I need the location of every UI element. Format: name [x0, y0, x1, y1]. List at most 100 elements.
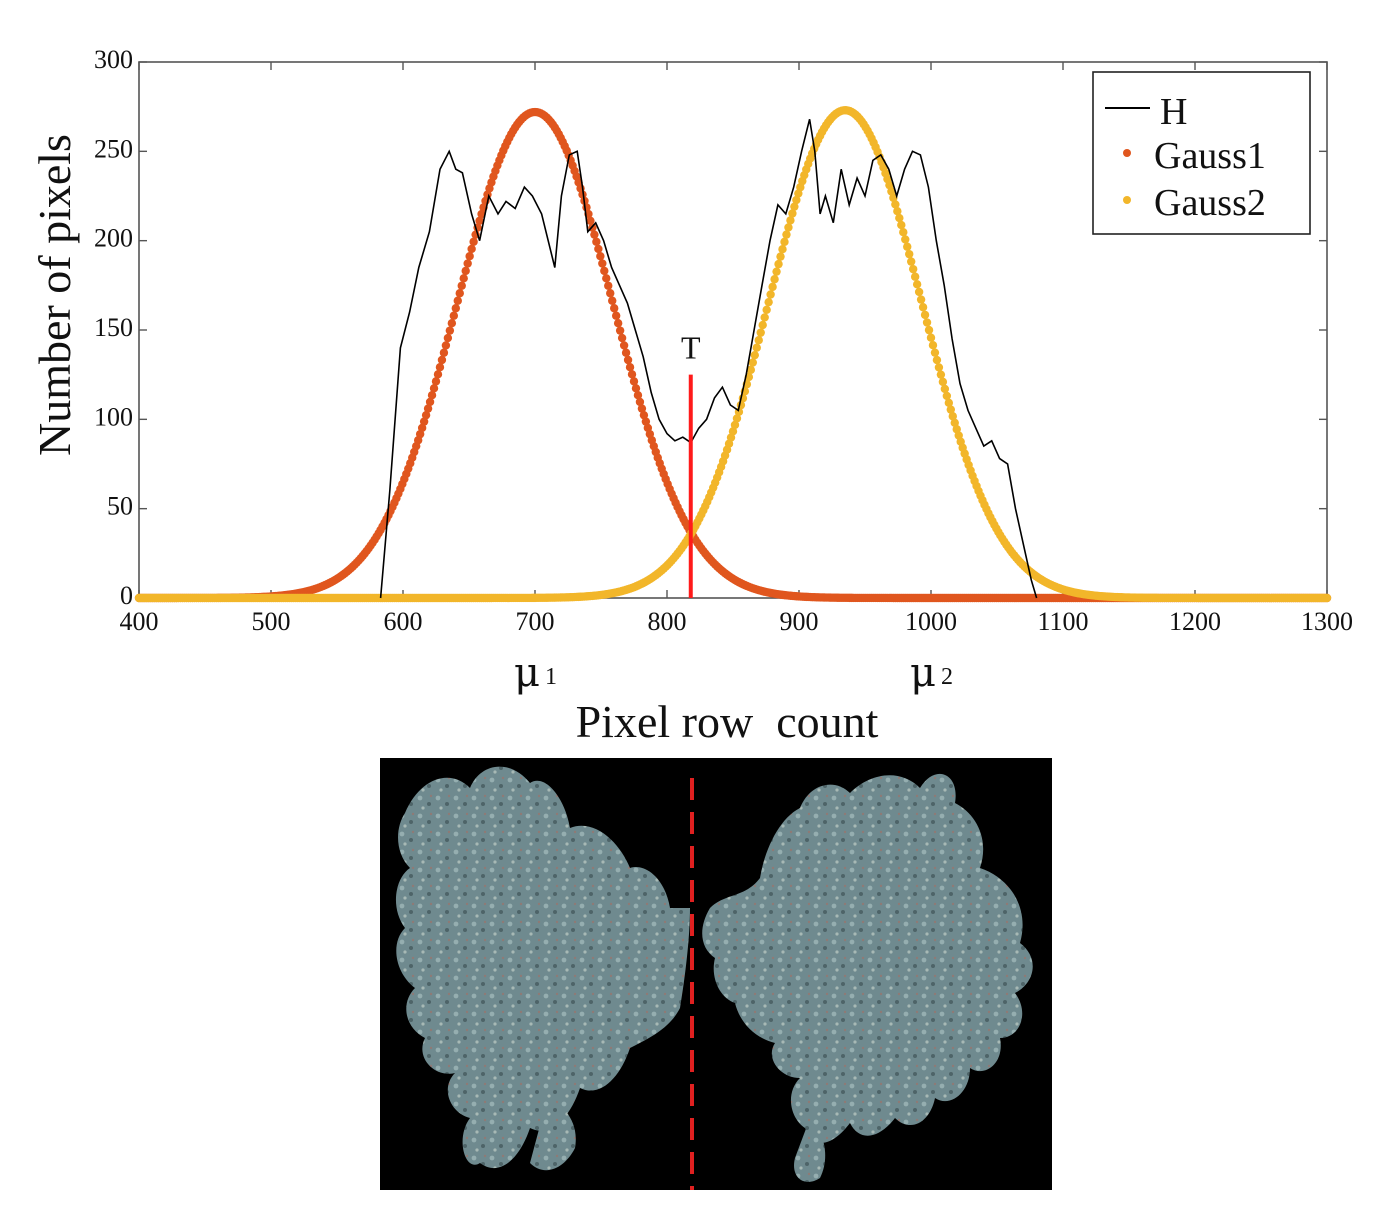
marker-gauss2 — [920, 310, 930, 320]
legend-marker-gauss2 — [1123, 196, 1131, 204]
marker-gauss1 — [463, 259, 472, 268]
legend-label-h: H — [1160, 91, 1187, 133]
marker-gauss2 — [728, 427, 738, 436]
marker-gauss1 — [431, 377, 441, 386]
marker-gauss2 — [788, 209, 797, 218]
right-crown — [702, 773, 1033, 1182]
y-tick-label: 250 — [94, 134, 133, 163]
marker-gauss2 — [940, 384, 950, 394]
tick-labels: 400 500 600 700 800 900 1000 1100 1200 1300 0 50 100… — [94, 45, 1353, 636]
x-tick-label: 1200 — [1169, 607, 1221, 636]
marker-gauss2 — [790, 202, 799, 211]
marker-gauss2 — [950, 418, 959, 428]
legend-box — [1092, 71, 1311, 235]
marker-gauss1 — [417, 423, 427, 433]
marker-gauss2 — [905, 249, 914, 259]
histogram-chart: 400 500 600 700 800 900 1000 1100 1200 1300050100… — [29, 45, 1353, 747]
marker-gauss1 — [435, 363, 445, 372]
marker-gauss1 — [602, 274, 611, 283]
marker-gauss2 — [774, 259, 783, 269]
marker-gauss1 — [425, 397, 435, 407]
marker-gauss2 — [891, 200, 900, 209]
marker-gauss1 — [639, 410, 649, 420]
x-tick-label: 700 — [516, 607, 555, 636]
marker-gauss2 — [770, 275, 779, 284]
marker-gauss2 — [730, 420, 740, 430]
marker-gauss2 — [754, 336, 763, 345]
marker-gauss1 — [604, 281, 613, 290]
marker-gauss1 — [637, 404, 647, 413]
marker-gauss2 — [901, 235, 910, 244]
marker-gauss1 — [429, 384, 439, 393]
legend-label-gauss1: Gauss1 — [1154, 135, 1266, 177]
marker-gauss2 — [916, 295, 926, 304]
marker-gauss1 — [598, 259, 607, 268]
marker-gauss2 — [794, 189, 803, 198]
legend-marker-gauss1 — [1123, 149, 1131, 157]
marker-gauss1 — [457, 281, 466, 290]
marker-gauss1 — [600, 266, 609, 276]
marker-gauss1 — [437, 355, 447, 365]
y-tick-label: 0 — [120, 581, 133, 610]
marker-gauss2 — [899, 228, 908, 237]
marker-gauss2 — [895, 213, 904, 223]
series-gauss2 — [134, 106, 1332, 603]
marker-gauss2 — [938, 377, 948, 387]
marker-gauss2 — [792, 195, 801, 205]
marker-gauss2 — [926, 333, 936, 342]
marker-gauss1 — [578, 190, 587, 199]
marker-gauss1 — [445, 326, 455, 335]
y-tick-label: 300 — [94, 45, 133, 74]
marker-gauss1 — [610, 304, 619, 313]
marker-gauss1 — [427, 390, 437, 400]
marker-gauss2 — [784, 223, 793, 232]
marker-gauss1 — [623, 355, 633, 365]
marker-gauss1 — [633, 390, 643, 400]
marker-gauss2 — [748, 358, 757, 367]
x-tick-label: 400 — [120, 607, 159, 636]
marker-gauss2 — [762, 305, 771, 315]
marker-gauss1 — [475, 216, 484, 225]
marker-gauss2 — [928, 341, 938, 350]
x-tick-label: 600 — [384, 607, 423, 636]
marker-gauss2 — [893, 206, 902, 216]
x-tick-label: 800 — [648, 607, 687, 636]
marker-gauss2 — [936, 370, 946, 379]
marker-gauss1 — [423, 404, 433, 413]
marker-gauss1 — [594, 244, 603, 254]
marker-gauss1 — [617, 333, 627, 343]
x-tick-label: 500 — [252, 607, 291, 636]
marker-gauss1 — [443, 333, 453, 343]
marker-gauss1 — [629, 377, 639, 386]
marker-gauss1 — [627, 370, 637, 379]
marker-gauss1 — [449, 311, 459, 320]
tree-crowns-illustration — [395, 766, 1033, 1190]
marker-gauss2 — [758, 320, 767, 330]
marker-gauss2 — [776, 252, 785, 261]
marker-gauss2 — [764, 297, 773, 307]
marker-gauss2 — [732, 414, 742, 423]
marker-gauss1 — [439, 348, 449, 357]
x-tick-label: 1000 — [905, 607, 957, 636]
marker-gauss1 — [631, 384, 641, 393]
mu-2-label: μ — [910, 650, 936, 696]
marker-gauss2 — [752, 343, 761, 352]
marker-gauss2 — [907, 257, 916, 266]
mu-2-subscript: 2 — [941, 664, 953, 690]
marker-gauss1 — [421, 410, 431, 420]
y-axis-title: Number of pixels — [29, 134, 80, 456]
marker-gauss2 — [942, 391, 952, 401]
marker-gauss1 — [606, 289, 615, 298]
marker-gauss2 — [897, 220, 906, 230]
marker-gauss1 — [615, 326, 625, 335]
marker-gauss1 — [461, 266, 470, 276]
threshold-label: T — [681, 330, 701, 366]
marker-gauss2 — [910, 272, 920, 281]
marker-gauss1 — [477, 209, 486, 219]
marker-gauss1 — [469, 237, 478, 246]
marker-gauss1 — [625, 363, 635, 372]
x-tick-label: 1100 — [1037, 607, 1088, 636]
marker-gauss2 — [948, 412, 957, 421]
marker-gauss1 — [419, 417, 429, 426]
